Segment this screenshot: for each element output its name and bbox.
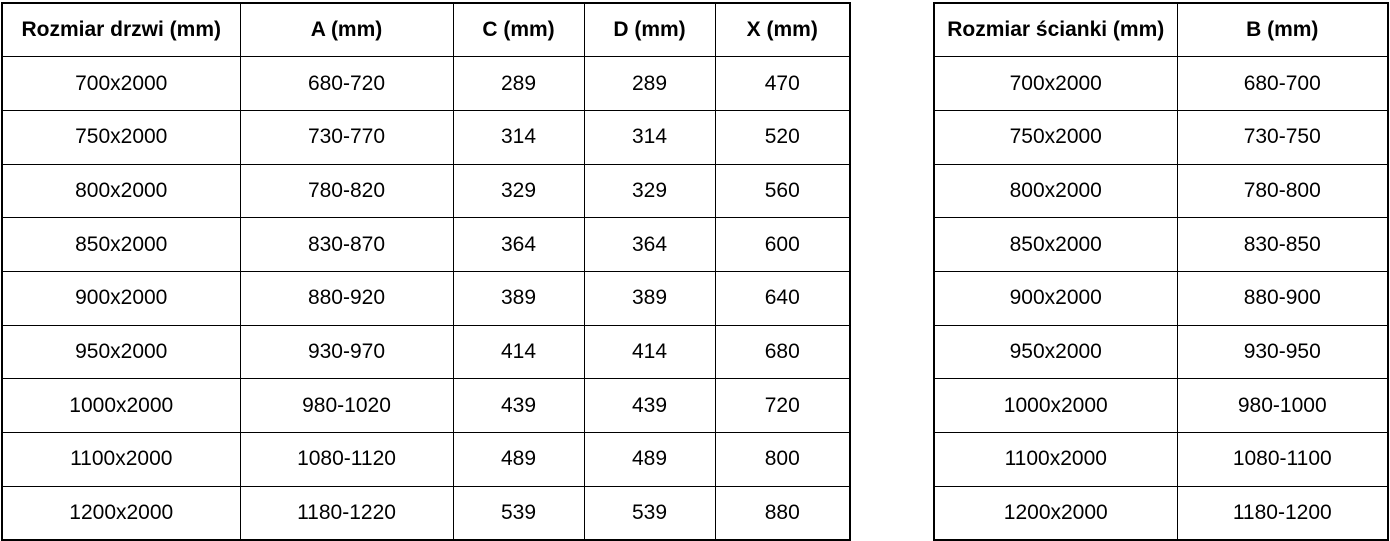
- table-cell: 680-720: [239, 56, 454, 111]
- table-cell: 414: [583, 324, 716, 380]
- header-row: Rozmiar ścianki (mm) B (mm): [933, 2, 1389, 58]
- table-cell: 680-700: [1176, 56, 1389, 111]
- table-cell: 980-1000: [1176, 378, 1389, 433]
- table-cell: 1200x2000: [933, 485, 1178, 541]
- table-row: 950x2000 930-970 414 414 680: [1, 324, 851, 380]
- table-cell: 640: [714, 270, 851, 326]
- table-row: 700x2000 680-720 289 289 470: [1, 56, 851, 111]
- table-cell: 289: [452, 56, 585, 111]
- table-cell: 1080-1120: [239, 432, 454, 487]
- table-cell: 930-950: [1176, 324, 1389, 380]
- column-header: B (mm): [1176, 2, 1389, 58]
- table-cell: 600: [714, 217, 851, 272]
- table-cell: 389: [452, 270, 585, 326]
- table-cell: 489: [452, 432, 585, 487]
- table-cell: 780-820: [239, 163, 454, 219]
- table-cell: 329: [583, 163, 716, 219]
- column-header: Rozmiar ścianki (mm): [933, 2, 1178, 58]
- table-cell: 539: [583, 485, 716, 541]
- table-cell: 489: [583, 432, 716, 487]
- table-row: 900x2000 880-920 389 389 640: [1, 270, 851, 326]
- table-cell: 850x2000: [933, 217, 1178, 272]
- table-cell: 470: [714, 56, 851, 111]
- table-cell: 750x2000: [1, 109, 241, 165]
- table-row: 1200x2000 1180-1200: [933, 485, 1389, 541]
- column-header: C (mm): [452, 2, 585, 58]
- table-cell: 900x2000: [1, 270, 241, 326]
- door-dimensions-table: Rozmiar drzwi (mm) A (mm) C (mm) D (mm) X (m…: [1, 2, 851, 541]
- table-row: 750x2000 730-770 314 314 520: [1, 109, 851, 165]
- table-cell: 1100x2000: [933, 432, 1178, 487]
- table-row: 1100x2000 1080-1120 489 489 800: [1, 432, 851, 487]
- table-cell: 439: [452, 378, 585, 433]
- column-header: D (mm): [583, 2, 716, 58]
- table-cell: 700x2000: [933, 56, 1178, 111]
- wall-dimensions-table: Rozmiar ścianki (mm) B (mm) 700x2000 680-70…: [933, 2, 1389, 541]
- table-cell: 539: [452, 485, 585, 541]
- table-cell: 364: [583, 217, 716, 272]
- table-row: 850x2000 830-850: [933, 217, 1389, 272]
- table-cell: 1180-1200: [1176, 485, 1389, 541]
- table-cell: 880: [714, 485, 851, 541]
- table-cell: 800: [714, 432, 851, 487]
- table-cell: 560: [714, 163, 851, 219]
- table-row: 800x2000 780-820 329 329 560: [1, 163, 851, 219]
- table-cell: 389: [583, 270, 716, 326]
- table-cell: 314: [583, 109, 716, 165]
- table-cell: 700x2000: [1, 56, 241, 111]
- table-cell: 1000x2000: [1, 378, 241, 433]
- table-cell: 1000x2000: [933, 378, 1178, 433]
- table-cell: 414: [452, 324, 585, 380]
- table-cell: 329: [452, 163, 585, 219]
- column-header: A (mm): [239, 2, 454, 58]
- table-cell: 1100x2000: [1, 432, 241, 487]
- table-cell: 520: [714, 109, 851, 165]
- table-cell: 1080-1100: [1176, 432, 1389, 487]
- table-row: 950x2000 930-950: [933, 324, 1389, 380]
- column-header: X (mm): [714, 2, 851, 58]
- table-cell: 880-920: [239, 270, 454, 326]
- table-cell: 830-850: [1176, 217, 1389, 272]
- table-cell: 800x2000: [1, 163, 241, 219]
- table-cell: 730-750: [1176, 109, 1389, 165]
- table-cell: 950x2000: [933, 324, 1178, 380]
- table-cell: 900x2000: [933, 270, 1178, 326]
- table-cell: 1180-1220: [239, 485, 454, 541]
- table-row: 900x2000 880-900: [933, 270, 1389, 326]
- table-cell: 289: [583, 56, 716, 111]
- table-cell: 680: [714, 324, 851, 380]
- table-cell: 720: [714, 378, 851, 433]
- header-row: Rozmiar drzwi (mm) A (mm) C (mm) D (mm) X (m…: [1, 2, 851, 58]
- table-row: 1200x2000 1180-1220 539 539 880: [1, 485, 851, 541]
- table-cell: 850x2000: [1, 217, 241, 272]
- table-cell: 950x2000: [1, 324, 241, 380]
- table-cell: 800x2000: [933, 163, 1178, 219]
- table-cell: 980-1020: [239, 378, 454, 433]
- table-row: 800x2000 780-800: [933, 163, 1389, 219]
- table-cell: 830-870: [239, 217, 454, 272]
- table-row: 1100x2000 1080-1100: [933, 432, 1389, 487]
- table-row: 700x2000 680-700: [933, 56, 1389, 111]
- table-row: 1000x2000 980-1000: [933, 378, 1389, 433]
- table-cell: 780-800: [1176, 163, 1389, 219]
- table-row: 750x2000 730-750: [933, 109, 1389, 165]
- column-header: Rozmiar drzwi (mm): [1, 2, 241, 58]
- table-cell: 880-900: [1176, 270, 1389, 326]
- table-cell: 439: [583, 378, 716, 433]
- table-cell: 750x2000: [933, 109, 1178, 165]
- table-cell: 1200x2000: [1, 485, 241, 541]
- table-cell: 930-970: [239, 324, 454, 380]
- table-cell: 314: [452, 109, 585, 165]
- table-cell: 730-770: [239, 109, 454, 165]
- table-row: 1000x2000 980-1020 439 439 720: [1, 378, 851, 433]
- table-cell: 364: [452, 217, 585, 272]
- table-row: 850x2000 830-870 364 364 600: [1, 217, 851, 272]
